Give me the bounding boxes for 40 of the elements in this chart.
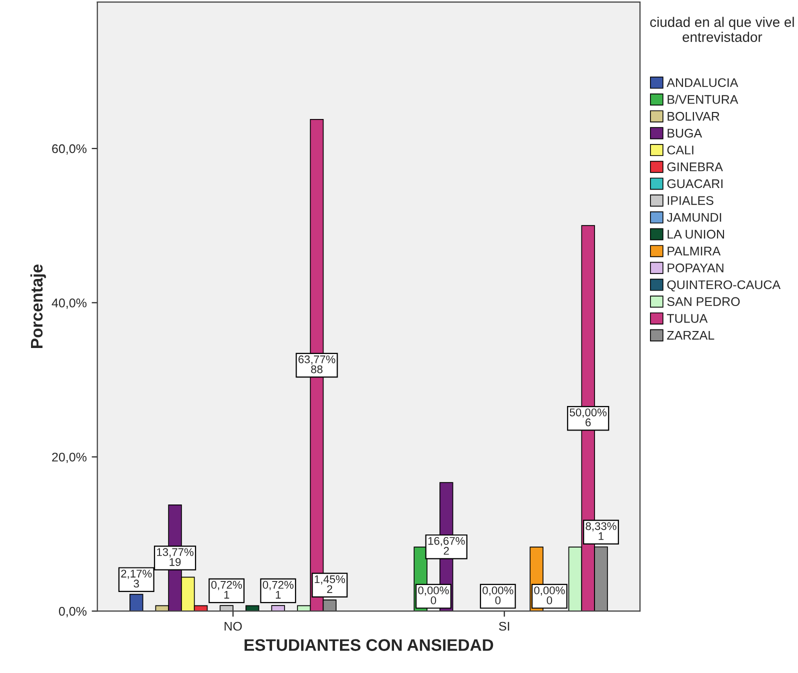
bar: [220, 605, 234, 612]
data-label: 0,00% 0: [534, 586, 565, 604]
data-label: 63,77% 88: [298, 355, 336, 374]
y-tick-label: 20,0%: [52, 452, 86, 464]
legend-title: ciudad en al que vive el entrevistador: [650, 16, 794, 42]
bar: [271, 605, 285, 612]
data-label: 0,72% 1: [262, 580, 294, 599]
legend-label: B/VENTURA: [668, 94, 738, 104]
legend-label: TULUA: [666, 314, 708, 323]
y-tick-label: 60,0%: [52, 144, 86, 155]
bar: [129, 594, 144, 612]
x-tick-label: NO: [224, 622, 242, 631]
data-label: 50,00% 6: [570, 408, 607, 426]
legend-label: POPAYAN: [668, 263, 724, 272]
x-axis-title: ESTUDIANTES CON ANSIEDAD: [244, 639, 494, 651]
legend-label: GUACARI: [667, 179, 722, 188]
legend-label: SAN PEDRO: [667, 297, 740, 306]
x-tick-label: SI: [499, 622, 510, 631]
legend-label: PALMIRA: [668, 246, 721, 256]
legend-label: JAMUNDI: [666, 213, 722, 222]
data-label: 13,77% 19: [157, 548, 194, 566]
y-tick-label: 40,0%: [52, 298, 86, 309]
legend-label: BOLIVAR: [668, 112, 720, 121]
data-label: 1,45% 2: [314, 575, 346, 593]
y-tick-label: 0,0%: [58, 606, 86, 618]
legend-label: CALI: [667, 146, 694, 154]
legend-label: ZARZAL: [667, 330, 714, 340]
data-label: 0,00% 0: [482, 586, 514, 604]
data-label: 0,00% 0: [418, 586, 449, 604]
data-label: 0,72% 1: [211, 580, 242, 599]
data-label: 16,67% 2: [428, 536, 465, 555]
legend-label: QUINTERO-CAUCA: [667, 280, 781, 292]
y-axis-title: Porcentaje: [30, 264, 46, 348]
legend-label: GINEBRA: [667, 162, 723, 172]
legend-label: BUGA: [668, 128, 702, 138]
legend-label: LA UNION: [668, 230, 724, 239]
legend-label: ANDALUCIA: [666, 78, 738, 88]
data-label: 2,17% 3: [121, 570, 152, 588]
data-label: 8,33% 1: [586, 522, 616, 540]
legend-label: IPIALES: [668, 196, 714, 205]
